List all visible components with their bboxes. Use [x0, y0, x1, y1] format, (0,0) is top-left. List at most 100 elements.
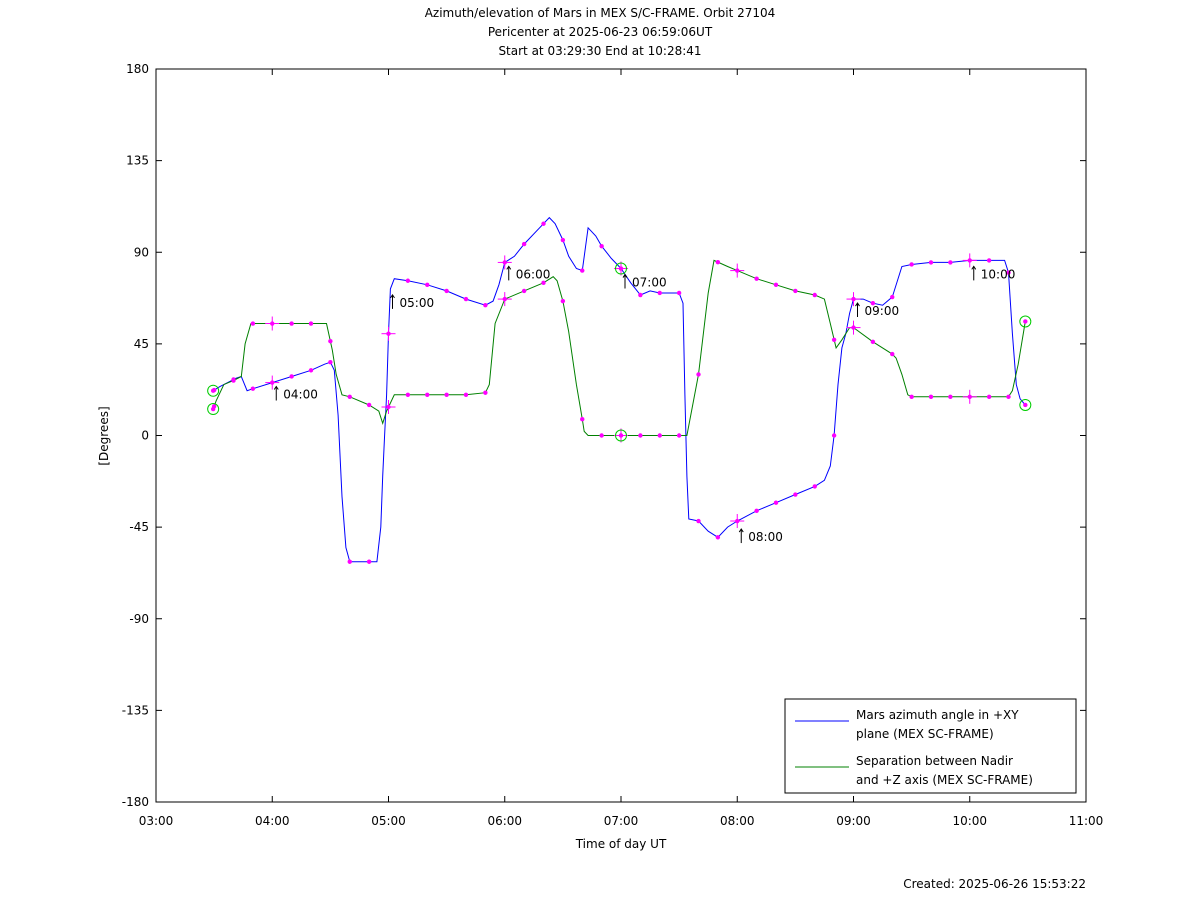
data-point: [928, 260, 934, 265]
x-tick-label: 09:00: [836, 814, 871, 828]
data-point: [812, 484, 817, 489]
legend-label: and +Z axis (MEX SC-FRAME): [856, 773, 1033, 787]
data-point: [599, 243, 604, 249]
y-axis-label: [Degrees]: [97, 406, 111, 465]
data-point: [773, 500, 779, 505]
data-point: [948, 394, 953, 400]
data-point: [386, 331, 391, 336]
x-axis-label: Time of day UT: [575, 837, 667, 851]
title-line: Pericenter at 2025-06-23 06:59:06UT: [488, 25, 713, 39]
data-point: [328, 360, 333, 365]
data-point: [521, 288, 527, 294]
chart-title: Azimuth/elevation of Mars in MEX S/C-FRA…: [425, 6, 776, 58]
data-point: [715, 259, 721, 265]
y-tick-label: 180: [126, 62, 149, 76]
y-tick-label: 90: [134, 245, 149, 259]
data-point: [210, 388, 216, 393]
title-line: Azimuth/elevation of Mars in MEX S/C-FRA…: [425, 6, 776, 20]
data-point: [289, 374, 294, 379]
data-point: [773, 282, 779, 288]
circle-marker: [207, 384, 220, 397]
y-tick-label: 135: [126, 154, 149, 168]
y-tick-label: -180: [122, 795, 149, 809]
x-tick-label: 05:00: [371, 814, 406, 828]
data-point: [560, 298, 566, 304]
annotation-label: 09:00: [865, 304, 900, 318]
data-point: [831, 433, 837, 438]
annotation-arrowhead: [506, 265, 512, 270]
data-point: [328, 338, 333, 344]
data-point: [366, 559, 372, 564]
data-point: [657, 433, 662, 438]
data-point: [928, 394, 934, 400]
data-point: [560, 237, 566, 243]
data-point: [308, 368, 314, 373]
data-point: [715, 535, 721, 540]
data-point: [231, 378, 236, 383]
data-point: [425, 392, 430, 397]
data-point: [735, 268, 740, 273]
data-point: [541, 280, 546, 285]
title-line: Start at 03:29:30 End at 10:28:41: [498, 44, 701, 58]
created-timestamp: Created: 2025-06-26 15:53:22: [903, 877, 1086, 891]
data-point: [347, 394, 352, 400]
data-point: [405, 278, 411, 283]
legend-box: [784, 698, 1077, 794]
circle-marker: [207, 403, 220, 416]
data-point: [502, 260, 507, 265]
data-point: [986, 258, 992, 263]
data-point: [270, 380, 275, 385]
data-point: [618, 433, 624, 438]
data-point: [986, 394, 992, 400]
data-point: [502, 296, 507, 302]
data-point: [890, 294, 895, 300]
data-point: [793, 492, 798, 497]
data-point: [754, 276, 759, 281]
legend-label: plane (MEX SC-FRAME): [856, 727, 994, 741]
legend-label: Mars azimuth angle in +XY: [856, 708, 1019, 722]
data-point: [618, 266, 624, 271]
data-point: [405, 392, 411, 397]
data-point: [386, 404, 391, 410]
data-point: [425, 282, 430, 288]
data-point: [1023, 319, 1028, 324]
data-point: [463, 392, 469, 397]
data-point: [1023, 402, 1028, 408]
annotation-arrowhead: [273, 385, 279, 390]
x-tick-label: 08:00: [720, 814, 755, 828]
annotation-layer: 04:00 05:00 06:00 07:00 08:00 09:00 10:00: [273, 265, 1015, 544]
x-tick-label: 07:00: [604, 814, 639, 828]
annotation-arrowhead: [738, 528, 744, 533]
data-point: [657, 290, 662, 296]
data-point: [580, 417, 585, 422]
data-point: [909, 394, 914, 400]
annotation-arrowhead: [971, 265, 977, 270]
y-tick-label: 45: [134, 337, 149, 351]
circle-marker: [1019, 315, 1032, 328]
y-tick-label: -135: [122, 703, 149, 717]
data-point: [521, 241, 527, 247]
circle-marker: [1019, 398, 1032, 411]
data-point: [250, 386, 256, 391]
data-point: [1006, 394, 1011, 400]
data-point: [967, 394, 972, 400]
data-point: [696, 372, 701, 377]
data-point: [812, 292, 817, 298]
annotation-label: 04:00: [283, 388, 318, 402]
circle-marker: [615, 262, 627, 275]
data-point: [676, 433, 682, 438]
data-point: [599, 433, 604, 438]
data-point: [793, 288, 798, 294]
annotation-label: 08:00: [748, 530, 783, 544]
data-point: [890, 351, 895, 357]
y-tick-label: -45: [129, 520, 149, 534]
x-tick-label: 06:00: [487, 814, 522, 828]
legend-label: Separation between Nadir: [856, 754, 1013, 768]
data-point: [948, 260, 953, 265]
data-point: [735, 518, 740, 524]
annotation-arrowhead: [390, 293, 395, 299]
circle-marker: [615, 429, 627, 442]
data-point: [483, 302, 488, 308]
data-point: [638, 292, 643, 298]
